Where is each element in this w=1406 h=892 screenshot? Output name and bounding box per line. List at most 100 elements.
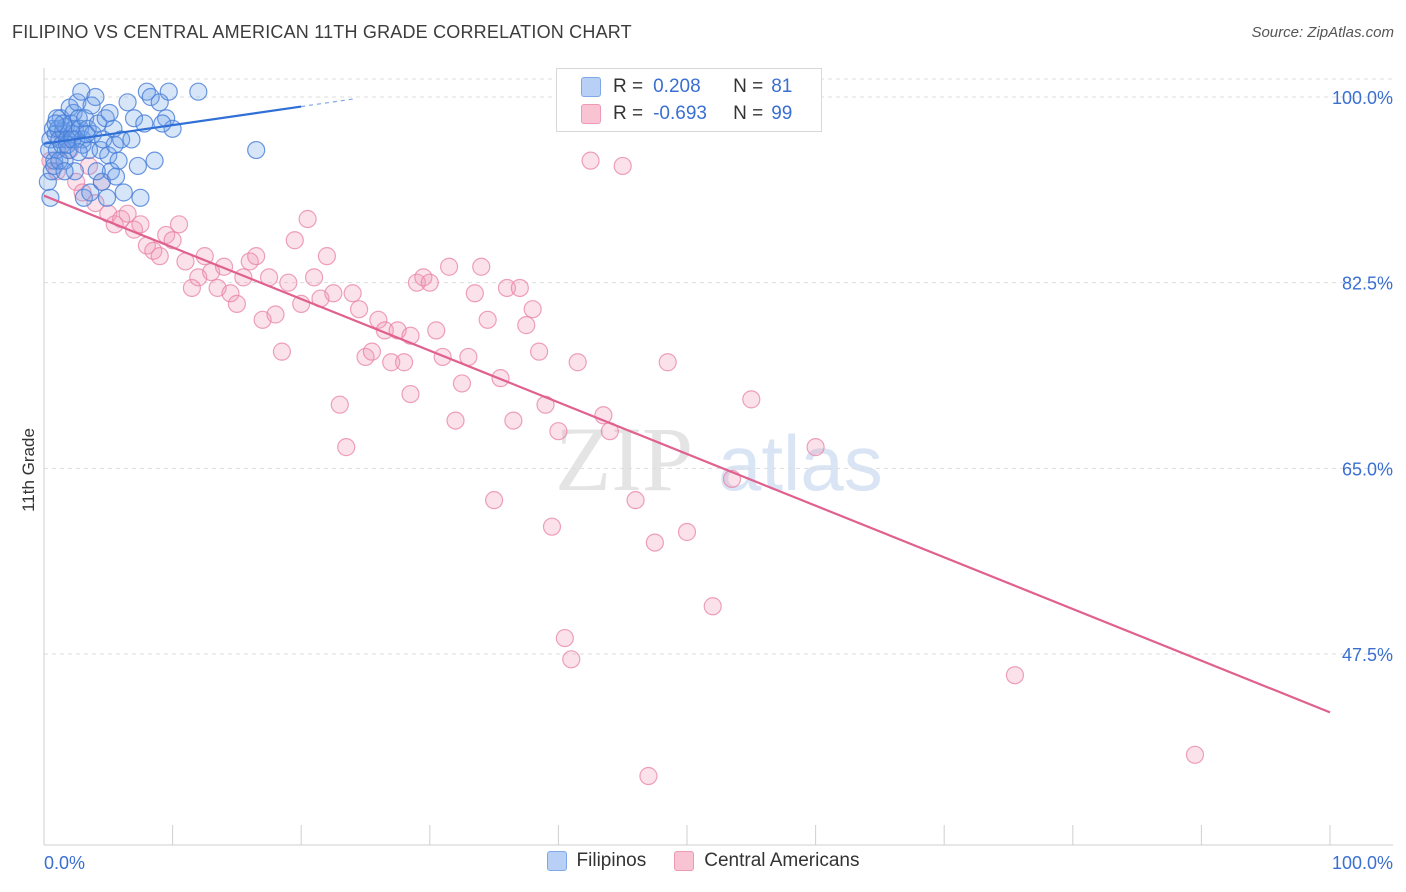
- central-american-point: [806, 438, 825, 457]
- central-american-point: [465, 284, 484, 303]
- grid: [44, 78, 1393, 655]
- x-tick-label: 100.0%: [1332, 853, 1393, 873]
- central-american-point: [510, 278, 529, 298]
- watermark: ZIP atlas: [555, 408, 883, 510]
- source-label: Source: ZipAtlas.com: [1251, 24, 1394, 41]
- central-american-point: [530, 342, 549, 361]
- y-tick-label: 47.5%: [1342, 645, 1393, 665]
- filipino-point: [69, 143, 88, 162]
- legend-label-central-americans: Central Americans: [704, 850, 860, 871]
- legend-swatch-filipinos: [581, 77, 601, 97]
- axes: [43, 68, 1393, 846]
- central-american-point: [439, 257, 459, 276]
- legend-r-value: -0.693: [653, 103, 707, 124]
- central-american-point: [517, 316, 536, 335]
- central-american-point: [349, 300, 369, 319]
- filipino-point: [109, 151, 128, 170]
- central-american-point: [485, 491, 504, 510]
- central-american-point: [324, 284, 343, 303]
- central-american-point: [317, 247, 337, 266]
- filipino-point: [118, 93, 137, 112]
- filipino-point: [68, 93, 87, 112]
- legend-r-label: R =: [613, 103, 644, 124]
- filipino-point: [106, 167, 126, 186]
- central-american-point: [626, 491, 645, 510]
- central-american-point: [562, 650, 581, 669]
- y-tick-label: 100.0%: [1332, 88, 1393, 108]
- central-american-point: [568, 353, 587, 372]
- legend-swatch-central-americans: [581, 104, 601, 124]
- filipinos-trend-line: [43, 105, 302, 145]
- filipino-point: [124, 109, 144, 128]
- filipino-point: [55, 162, 74, 181]
- legend-row-filipinos: R = 0.208 N = 81: [581, 75, 792, 99]
- filipinos-trend-extension: [301, 98, 353, 108]
- central-american-point: [330, 395, 349, 414]
- filipino-point: [45, 156, 64, 176]
- central-american-point: [362, 342, 382, 361]
- central-american-point: [472, 257, 491, 276]
- filipino-point: [114, 183, 133, 202]
- filipino-point: [128, 156, 147, 176]
- central-american-point: [182, 278, 201, 298]
- central-american-point: [221, 284, 240, 303]
- filipino-point: [82, 96, 101, 115]
- filipino-point: [159, 82, 178, 101]
- central-american-point: [452, 374, 472, 393]
- central-american-point: [150, 247, 169, 266]
- central-american-point: [742, 390, 761, 409]
- filipino-point: [87, 162, 106, 181]
- filipino-point: [54, 114, 73, 133]
- legend-n-label: N =: [733, 76, 764, 97]
- legend-r-label: R =: [613, 76, 644, 97]
- central-american-point: [549, 422, 568, 441]
- filipino-point: [131, 188, 150, 207]
- y-axis-label: 11th Grade: [19, 428, 38, 512]
- filipino-point: [247, 140, 266, 160]
- filipino-point: [77, 125, 96, 144]
- filipino-point: [50, 151, 69, 170]
- filipino-point: [141, 87, 160, 107]
- filipinos-series: [38, 82, 266, 207]
- central-american-point: [394, 353, 414, 372]
- central-american-point: [118, 204, 137, 223]
- central-american-point: [581, 151, 600, 170]
- central-american-point: [227, 294, 246, 313]
- x-tick-label: 0.0%: [44, 853, 85, 873]
- filipino-point: [46, 114, 65, 133]
- central-american-point: [337, 438, 356, 457]
- filipino-point: [86, 87, 105, 107]
- filipino-point: [72, 82, 91, 101]
- filipino-point: [81, 183, 100, 202]
- central-american-point: [677, 522, 697, 542]
- central-american-point: [497, 278, 517, 298]
- legend-item-central-americans[interactable]: Central Americans: [674, 850, 859, 872]
- filipino-point: [153, 114, 172, 133]
- central-american-point: [369, 310, 388, 329]
- central-american-point: [639, 766, 658, 786]
- filipino-point: [145, 151, 164, 170]
- watermark-atlas: atlas: [718, 419, 883, 507]
- legend-n-value: 81: [771, 76, 793, 97]
- series-legend: Filipinos Central Americans: [0, 850, 1406, 872]
- central-american-point: [1005, 666, 1025, 685]
- legend-r-value: 0.208: [653, 76, 701, 97]
- central-american-point: [658, 353, 677, 372]
- legend-label-filipinos: Filipinos: [576, 850, 647, 871]
- central-american-point: [298, 209, 317, 229]
- central-american-point: [247, 247, 266, 266]
- tick-labels: 100.0% 82.5% 65.0% 47.5% 0.0% 100.0%: [44, 88, 1393, 873]
- filipino-point: [65, 162, 84, 181]
- central-american-point: [343, 284, 362, 303]
- central-american-point: [446, 411, 465, 430]
- filipino-point: [122, 130, 141, 149]
- central-americans-trend-line: [43, 194, 1331, 714]
- y-tick-label: 82.5%: [1342, 274, 1393, 294]
- central-american-point: [86, 193, 105, 213]
- filipino-point: [189, 82, 208, 101]
- legend-swatch-central-americans: [674, 851, 695, 871]
- legend-item-filipinos[interactable]: Filipinos: [546, 850, 647, 872]
- central-american-point: [555, 628, 574, 648]
- central-american-point: [703, 597, 722, 616]
